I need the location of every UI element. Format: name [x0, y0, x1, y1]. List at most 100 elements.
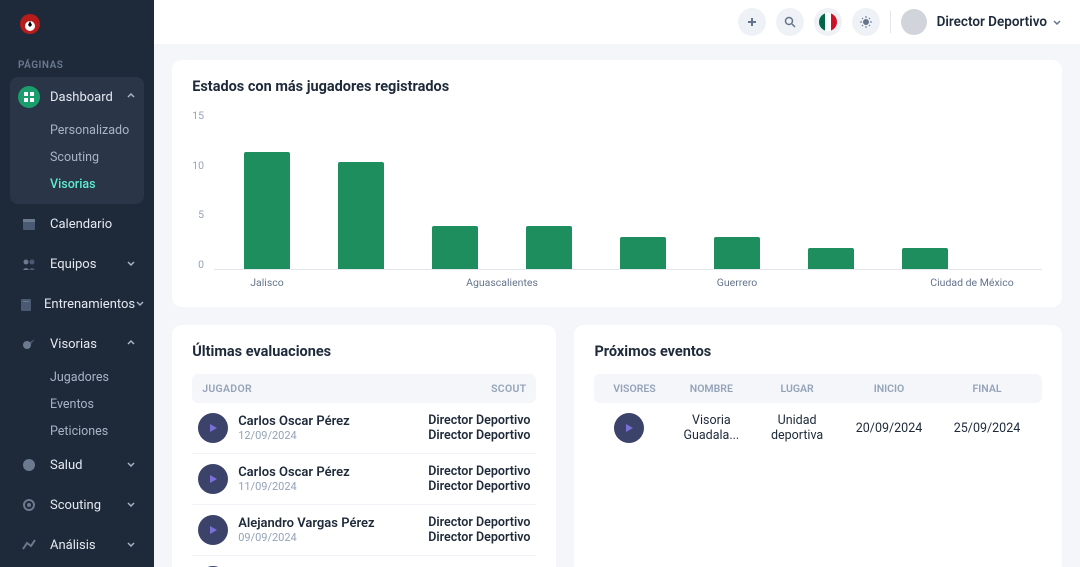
sidebar-item-equipos[interactable]: Equipos	[0, 244, 154, 284]
sidebar-item-label: Dashboard	[50, 90, 113, 105]
language-button[interactable]	[814, 8, 842, 36]
events-header: VISORES NOMBRE LUGAR INICIO FINAL	[594, 374, 1042, 403]
content-area: Estados con más jugadores registrados 15…	[154, 44, 1080, 567]
evaluations-card: Últimas evaluaciones JUGADOR SCOUT Carlo…	[172, 325, 556, 567]
topbar-divider	[890, 11, 891, 33]
sidebar-item-eventos[interactable]: Eventos	[0, 391, 154, 418]
sidebar-item-peticiones[interactable]: Peticiones	[0, 418, 154, 445]
chart-bar	[620, 237, 666, 269]
x-label: Guerrero	[667, 276, 807, 289]
chart-bar	[338, 162, 384, 269]
events-title: Próximos eventos	[594, 343, 1042, 360]
sidebar-item-label: Entrenamientos	[44, 297, 135, 312]
scout-name-1: Director Deportivo	[428, 413, 530, 428]
scout-name-2: Director Deportivo	[428, 530, 530, 545]
scout-name-2: Director Deportivo	[428, 479, 530, 494]
player-avatar	[198, 413, 228, 443]
chevron-down-icon	[126, 257, 136, 272]
evaluations-body: Carlos Oscar Pérez 12/09/2024 Director D…	[192, 403, 536, 567]
scout-name-2: Director Deportivo	[428, 428, 530, 443]
health-icon	[18, 454, 40, 476]
sidebar-item-scouting[interactable]: Scouting	[0, 485, 154, 525]
y-tick: 15	[192, 109, 204, 122]
evaluations-header: JUGADOR SCOUT	[192, 374, 536, 403]
header-final: FINAL	[942, 382, 1032, 395]
event-inicio: 20/09/2024	[844, 421, 934, 436]
chevron-down-icon	[1052, 17, 1062, 27]
events-card: Próximos eventos VISORES NOMBRE LUGAR IN…	[574, 325, 1062, 567]
dashboard-icon	[18, 86, 40, 108]
user-menu[interactable]: Director Deportivo	[937, 14, 1062, 30]
sidebar-item-personalizado[interactable]: Personalizado	[10, 117, 144, 144]
sidebar-item-dashboard[interactable]: Dashboard	[10, 77, 144, 117]
chevron-down-icon	[126, 498, 136, 513]
evaluation-row[interactable]: Carlos Oscar Pérez 11/09/2024 Director D…	[192, 454, 536, 505]
team-icon	[18, 253, 40, 275]
header-inicio: INICIO	[844, 382, 934, 395]
logo	[0, 0, 154, 52]
sidebar-item-visorias[interactable]: Visorias	[0, 324, 154, 364]
sidebar-item-salud[interactable]: Salud	[0, 445, 154, 485]
sidebar-item-label: Calendario	[50, 217, 112, 232]
sidebar-item-label: Salud	[50, 458, 82, 473]
player-info: Carlos Oscar Pérez 12/09/2024	[238, 414, 350, 442]
evaluation-row[interactable]: Alejandro Vargas Pérez 09/09/2024 Direct…	[192, 505, 536, 556]
player-date: 12/09/2024	[238, 429, 350, 442]
event-avatar	[614, 413, 644, 443]
sidebar-item-calendario[interactable]: Calendario	[0, 204, 154, 244]
player-avatar	[198, 464, 228, 494]
evaluation-row[interactable]: Carlos Oscar Pérez 12/09/2024 Director D…	[192, 403, 536, 454]
sidebar-item-label: Scouting	[50, 498, 101, 513]
event-final: 25/09/2024	[942, 421, 1032, 436]
event-nombre: Visoria Guadala...	[672, 413, 750, 443]
mexico-flag-icon	[819, 13, 837, 31]
chevron-up-icon	[126, 337, 136, 352]
scouting-icon	[18, 494, 40, 516]
sidebar-item-label: Análisis	[50, 538, 96, 553]
events-body: Visoria Guadala... Unidad deportiva 20/0…	[594, 403, 1042, 453]
sidebar-item-visorias-sub[interactable]: Visorias	[10, 171, 144, 198]
evaluation-row[interactable]: Roberto Carlos	[192, 556, 536, 567]
event-lugar: Unidad deportiva	[758, 413, 836, 443]
player-avatar	[198, 515, 228, 545]
chevron-down-icon	[135, 297, 145, 312]
player-date: 09/09/2024	[238, 531, 374, 544]
event-row[interactable]: Visoria Guadala... Unidad deportiva 20/0…	[594, 403, 1042, 453]
sidebar-item-entrenamientos[interactable]: Entrenamientos	[0, 284, 154, 324]
topbar: Director Deportivo	[154, 0, 1080, 44]
scout-name-1: Director Deportivo	[428, 515, 530, 530]
sidebar-item-scouting-sub[interactable]: Scouting	[10, 144, 144, 171]
sidebar-item-label: Visorias	[50, 337, 97, 352]
player-info: Alejandro Vargas Pérez 09/09/2024	[238, 516, 374, 544]
user-avatar[interactable]	[901, 9, 927, 35]
section-label-paginas: PÁGINAS	[0, 52, 154, 77]
header-scout: SCOUT	[491, 382, 526, 395]
x-label: Jalisco	[197, 276, 337, 289]
bar-chart: 151050 JaliscoAguascalientesGuerreroCiud…	[192, 109, 1042, 289]
analysis-icon	[18, 534, 40, 556]
player-name: Alejandro Vargas Pérez	[238, 516, 374, 531]
chevron-down-icon	[126, 458, 136, 473]
chevron-up-icon	[126, 90, 136, 105]
header-visores: VISORES	[604, 382, 664, 395]
chart-bar	[902, 248, 948, 269]
chart-bar	[714, 237, 760, 269]
add-button[interactable]	[738, 8, 766, 36]
scout-info: Director Deportivo Director Deportivo	[428, 413, 530, 443]
y-tick: 5	[198, 208, 204, 221]
chart-bars	[214, 109, 1042, 270]
header-nombre: NOMBRE	[672, 382, 750, 395]
search-button[interactable]	[776, 8, 804, 36]
dashboard-submenu: Personalizado Scouting Visorias	[10, 117, 144, 204]
sidebar-item-analisis[interactable]: Análisis	[0, 525, 154, 565]
y-tick: 0	[198, 258, 204, 271]
user-name-label: Director Deportivo	[937, 14, 1047, 30]
evaluations-title: Últimas evaluaciones	[192, 343, 536, 360]
training-icon	[18, 293, 34, 315]
sidebar-item-jugadores[interactable]: Jugadores	[0, 364, 154, 391]
player-name: Carlos Oscar Pérez	[238, 414, 350, 429]
scout-info: Director Deportivo Director Deportivo	[428, 515, 530, 545]
theme-button[interactable]	[852, 8, 880, 36]
chart-bar	[244, 152, 290, 269]
chart-bar	[526, 226, 572, 269]
